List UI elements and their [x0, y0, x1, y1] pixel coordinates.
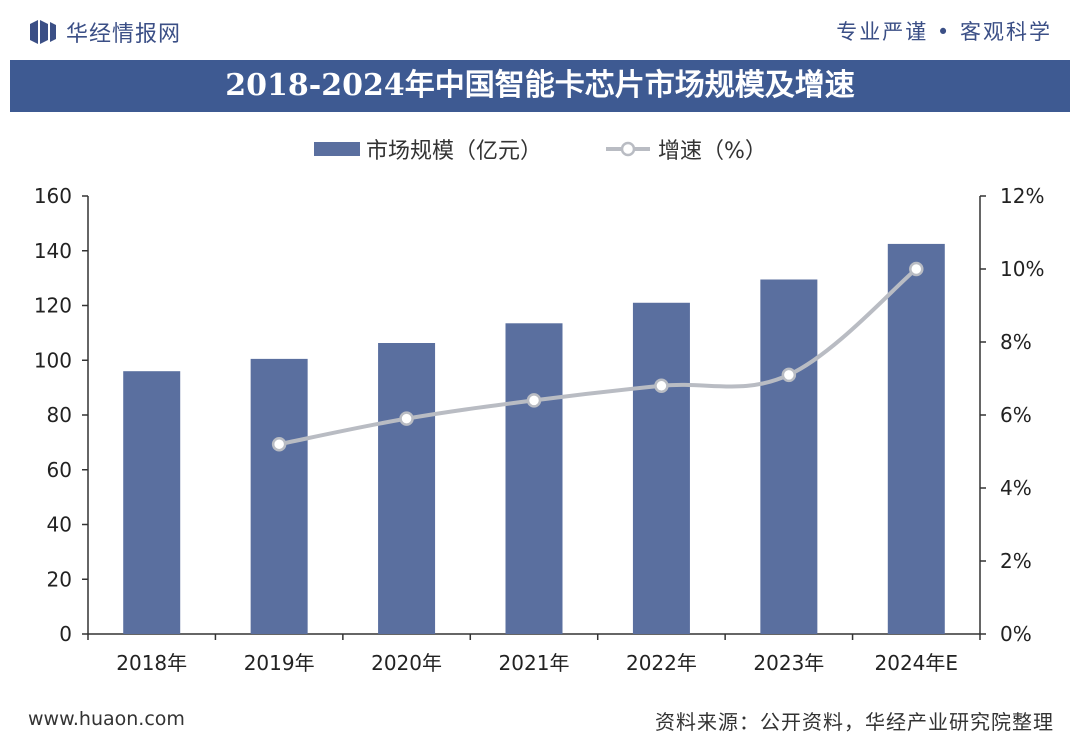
growth-point: [271, 436, 287, 452]
legend-bar-swatch: [314, 142, 360, 156]
y-left-tick-label: 140: [34, 239, 72, 263]
y-right-tick-label: 8%: [1000, 330, 1032, 354]
legend: 市场规模（亿元） 增速（%）: [314, 139, 767, 164]
legend-bar-label: 市场规模（亿元）: [366, 139, 542, 164]
x-tick-label: 2024年E: [875, 651, 959, 675]
y-right-tick-label: 6%: [1000, 403, 1032, 427]
axes: 0 20 40 60 80 100 120 140 160 0% 2% 4% 6% 8% 10% 12% 201…: [34, 184, 1045, 675]
growth-line: [271, 261, 924, 452]
y-left-tick-label: 120: [34, 294, 72, 318]
growth-point: [654, 378, 669, 394]
x-tick-label: 2022年: [626, 651, 697, 675]
chart-area: 市场规模（亿元） 增速（%） 0 20 40 60 80 100 120 140 160 0% 2%…: [34, 139, 1045, 675]
growth-line-path: [278, 267, 918, 447]
bar-2022年: [632, 302, 690, 634]
bar-2023年: [760, 279, 818, 634]
y-left-tick-label: 40: [47, 513, 72, 537]
y-left-tick-label: 80: [47, 403, 72, 427]
header-bar: 华经情报网 专业严谨 • 客观科学: [0, 0, 1080, 58]
growth-point: [781, 367, 797, 383]
x-tick-label: 2023年: [753, 651, 824, 675]
y-left-tick-label: 20: [47, 567, 72, 591]
y-right-tick-label: 12%: [1000, 184, 1044, 208]
y-right-tick-label: 2%: [1000, 549, 1032, 573]
x-tick-label: 2021年: [499, 651, 570, 675]
x-tick-label: 2018年: [116, 651, 187, 675]
y-right-tick-label: 0%: [1000, 622, 1032, 646]
bar-2021年: [505, 323, 563, 634]
growth-point: [399, 411, 414, 426]
bar-2018年: [123, 371, 181, 634]
legend-line-label: 增速（%）: [658, 139, 767, 164]
slogan: 专业严谨 • 客观科学: [836, 20, 1052, 44]
footer-website[interactable]: www.huaon.com: [28, 708, 185, 730]
y-right-tick-label: 10%: [1000, 257, 1044, 281]
bars: [123, 243, 945, 634]
bar-2024年E: [887, 243, 945, 634]
growth-point: [526, 393, 542, 408]
y-left-tick-label: 160: [34, 184, 72, 208]
brand-logo-icon: [30, 20, 56, 44]
growth-point: [909, 261, 924, 277]
y-left-tick-label: 100: [34, 348, 72, 372]
y-left-tick-label: 60: [47, 458, 72, 482]
x-tick-label: 2020年: [371, 651, 442, 675]
legend-line-marker: [620, 141, 636, 157]
y-left-tick-label: 0: [59, 622, 72, 646]
title-band: 2018-2024年中国智能卡芯片市场规模及增速: [10, 60, 1070, 112]
bar-2020年: [378, 343, 436, 634]
chart-title: 2018-2024年中国智能卡芯片市场规模及增速: [225, 68, 855, 103]
y-right-tick-label: 4%: [1000, 476, 1032, 500]
x-tick-label: 2019年: [244, 651, 315, 675]
brand-name: 华经情报网: [66, 22, 182, 47]
footer-source: 资料来源：公开资料，华经产业研究院整理: [655, 710, 1054, 734]
bar-2019年: [250, 358, 308, 634]
